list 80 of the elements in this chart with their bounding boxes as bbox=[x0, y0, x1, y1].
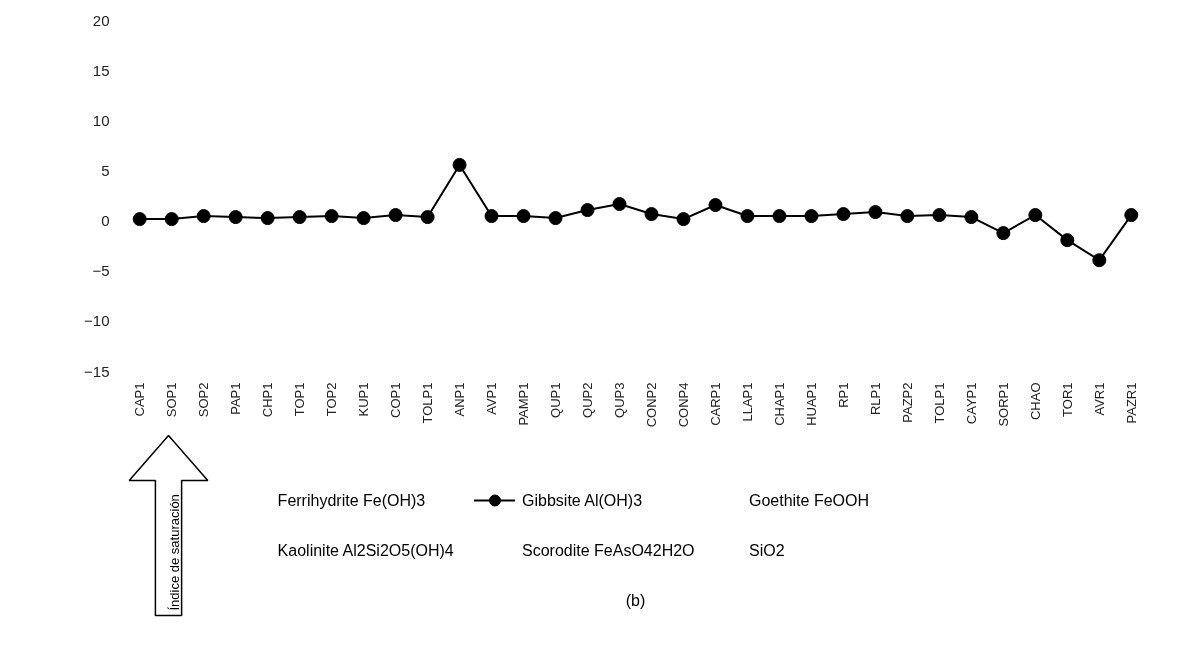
text: Kaolinite Al2Si2O5(OH)4 bbox=[277, 542, 454, 559]
point bbox=[868, 205, 883, 220]
point bbox=[164, 212, 179, 227]
point bbox=[388, 208, 403, 223]
point bbox=[772, 209, 787, 224]
point bbox=[740, 209, 755, 224]
point bbox=[996, 226, 1011, 241]
x-tick-label: PAZR1 bbox=[1123, 382, 1139, 424]
y-tick-label: 15 bbox=[92, 61, 110, 79]
x-tick-label: KUP1 bbox=[356, 382, 372, 417]
y-tick-label: 5 bbox=[101, 161, 110, 179]
x-tick-label: TOLP1 bbox=[931, 382, 947, 424]
point bbox=[452, 157, 467, 172]
x-tick-label: PAP1 bbox=[228, 382, 244, 415]
x-tick-label: PAMP1 bbox=[516, 382, 532, 426]
point bbox=[420, 210, 435, 225]
text: Goethite FeOOH bbox=[748, 492, 870, 509]
point bbox=[292, 210, 307, 225]
text: SiO2 bbox=[748, 542, 785, 559]
x-tick-label: ANP1 bbox=[452, 382, 468, 417]
x-tick-label: TOP1 bbox=[292, 382, 308, 417]
x-tick-label: RLP1 bbox=[867, 382, 883, 416]
point bbox=[1124, 208, 1139, 223]
legend-label: Gibbsite Al(OH)3 bbox=[522, 492, 643, 509]
point bbox=[676, 212, 691, 227]
x-tick-label: QUP3 bbox=[612, 382, 628, 418]
point bbox=[804, 209, 819, 224]
x-tick-label: CARP1 bbox=[707, 382, 723, 426]
text: Ferrihydrite Fe(OH)3 bbox=[277, 492, 426, 509]
point bbox=[516, 209, 531, 224]
point bbox=[964, 210, 979, 225]
y-tick-label: 10 bbox=[92, 111, 110, 129]
text: Scorodite FeAsO42H2O bbox=[522, 542, 695, 559]
y-tick-label: −10 bbox=[84, 312, 110, 330]
x-tick-label: QUP1 bbox=[548, 382, 564, 418]
x-tick-label: RP1 bbox=[835, 382, 851, 408]
x-tick-label: AVR1 bbox=[1091, 382, 1107, 416]
y-tick-label: −15 bbox=[84, 362, 110, 380]
point bbox=[132, 212, 147, 227]
text: Índice de saturación bbox=[167, 494, 183, 611]
x-tick-label: CONP2 bbox=[643, 382, 659, 428]
point bbox=[1028, 208, 1043, 223]
point bbox=[1060, 233, 1075, 248]
x-tick-label: TOP2 bbox=[324, 382, 340, 417]
y-tick-label: 20 bbox=[92, 11, 110, 29]
x-tick-label: PAZP2 bbox=[899, 382, 915, 423]
x-tick-label: CHAP1 bbox=[771, 382, 787, 426]
point bbox=[228, 210, 243, 225]
y-tick-label: −5 bbox=[92, 262, 110, 280]
point bbox=[580, 203, 595, 218]
x-tick-label: AVP1 bbox=[484, 382, 500, 415]
point bbox=[196, 209, 211, 224]
point bbox=[356, 211, 371, 226]
y-tick-label: 0 bbox=[101, 212, 110, 230]
x-tick-label: COP1 bbox=[388, 382, 404, 418]
point bbox=[836, 207, 851, 222]
point bbox=[1092, 253, 1107, 268]
x-tick-label: SOP2 bbox=[196, 382, 212, 418]
x-tick-label: CHP1 bbox=[260, 382, 276, 418]
x-tick-label: TOR1 bbox=[1059, 382, 1075, 417]
point bbox=[484, 209, 499, 224]
point bbox=[548, 211, 563, 226]
point bbox=[644, 207, 659, 222]
x-tick-label: HUAP1 bbox=[803, 382, 819, 426]
x-tick-label: LLAP1 bbox=[739, 382, 755, 422]
x-tick-label: SOP1 bbox=[164, 382, 180, 418]
point bbox=[708, 198, 723, 213]
x-tick-label: TOLP1 bbox=[420, 382, 436, 424]
point bbox=[932, 208, 947, 223]
point bbox=[900, 209, 915, 224]
x-tick-label: CONP4 bbox=[675, 382, 691, 428]
point bbox=[612, 197, 627, 212]
point bbox=[324, 209, 339, 224]
x-tick-label: SORP1 bbox=[995, 382, 1011, 427]
point bbox=[260, 211, 275, 226]
x-tick-label: CAP1 bbox=[132, 382, 148, 417]
text: (b) bbox=[625, 592, 646, 609]
x-tick-label: CHAO bbox=[1027, 382, 1043, 421]
x-tick-label: CAYP1 bbox=[963, 382, 979, 425]
x-tick-label: QUP2 bbox=[580, 382, 596, 418]
